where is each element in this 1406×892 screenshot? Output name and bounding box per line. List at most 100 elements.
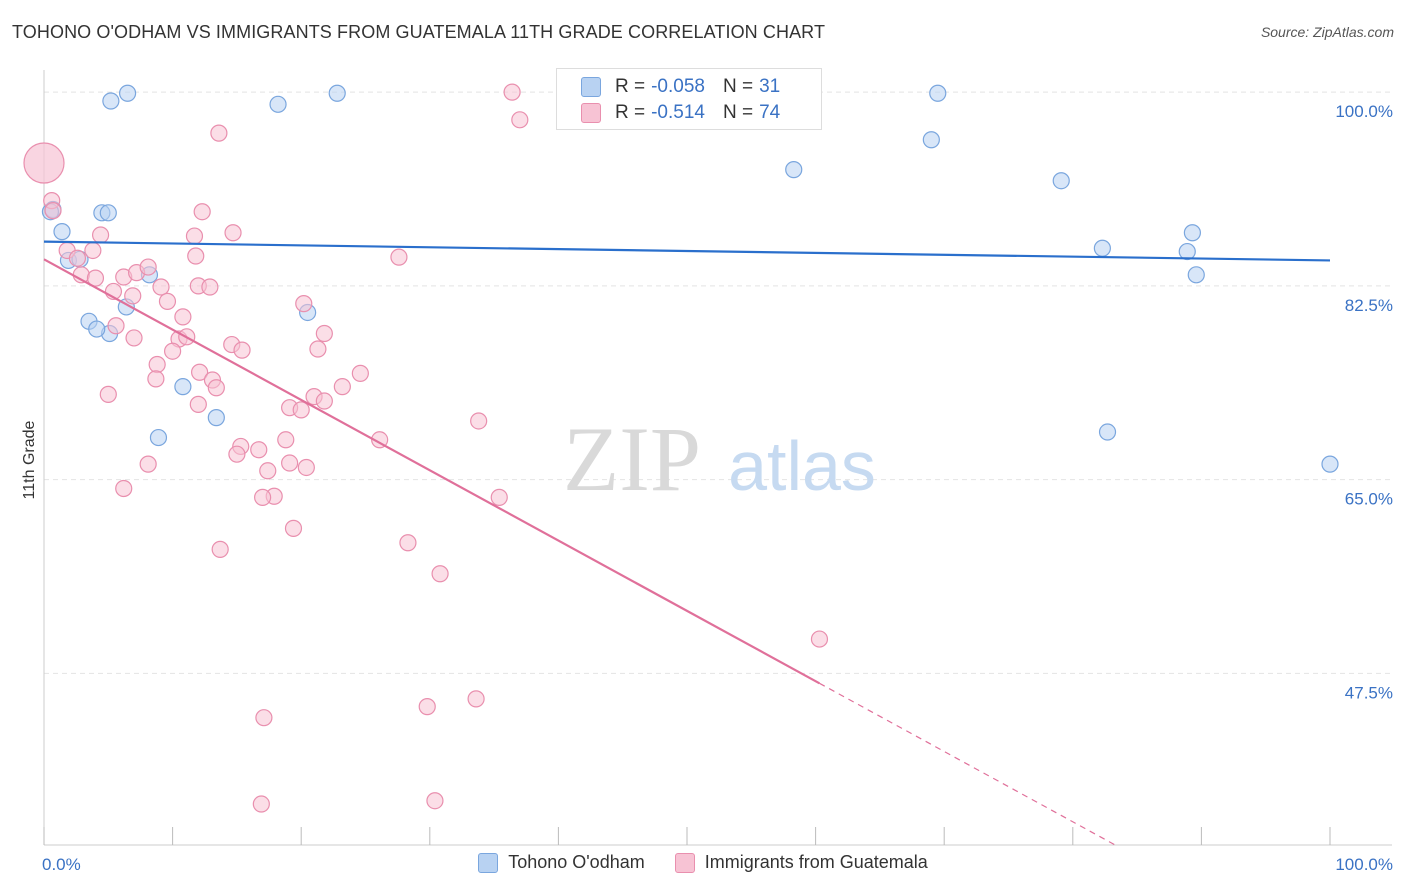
trend-line-tohono [43,240,1331,262]
point-guatemala [185,227,204,245]
point-guatemala [207,379,225,397]
source-credit: Source: ZipAtlas.com [1260,24,1394,40]
point-tohono [269,95,287,113]
point-guatemala [315,392,333,410]
point-guatemala [255,709,273,727]
point-guatemala [418,698,436,716]
legend-n-value: 31 [759,76,781,97]
point-guatemala [210,124,228,142]
legend-r-value: -0.058 [651,76,705,97]
point-guatemala [68,249,87,267]
chart-title: TOHONO O'ODHAM VS IMMIGRANTS FROM GUATEM… [12,22,826,42]
point-guatemala [470,412,488,430]
axes [43,70,1392,846]
point-guatemala [315,324,333,343]
y-tick-label: 65.0% [1345,490,1393,509]
point-guatemala [284,519,303,537]
point-guatemala [259,462,277,480]
point-tohono [207,409,225,427]
legend-r-value: -0.514 [651,102,705,123]
legend-r-label: R = [615,102,646,123]
point-guatemala [281,454,299,472]
y-tick-label: 100.0% [1335,102,1393,121]
point-tohono [1178,242,1196,261]
point-tohono [102,92,120,110]
legend-n-value: 74 [759,102,781,123]
point-guatemala [490,488,508,506]
point-guatemala [86,269,105,287]
point-guatemala [91,226,110,244]
point-guatemala [174,308,192,326]
point-tohono [1321,455,1339,473]
point-tohono [118,84,137,102]
point-guatemala [224,224,242,242]
point-guatemala [191,363,209,381]
y-tick-label: 47.5% [1345,683,1393,702]
point-guatemala [164,342,182,360]
point-tohono [88,320,106,338]
point-guatemala [139,455,157,473]
y-tick-label: 82.5% [1345,296,1393,315]
point-guatemala [297,458,315,477]
series-label-guatemala: Immigrants from Guatemala [704,852,928,872]
series-swatch-blue [478,852,499,873]
point-guatemala [292,401,310,419]
point-tohono [99,204,117,222]
point-guatemala [148,355,166,374]
point-tohono [1183,224,1201,242]
trend-lines [43,240,1331,846]
watermark-zip: ZIP [563,408,701,510]
point-guatemala [23,142,65,184]
point-guatemala [810,630,829,648]
point-guatemala [107,317,125,335]
point-guatemala [84,241,102,260]
point-guatemala [99,385,117,403]
point-tohono [328,84,346,102]
series-legend-guatemala[interactable]: Immigrants from Guatemala [674,852,928,873]
point-guatemala [189,395,207,413]
point-guatemala [426,792,444,810]
point-tohono [53,223,71,241]
point-guatemala [115,479,133,498]
tick-labels: 100.0% 82.5% 65.0% 47.5% 0.0% 100.0% [42,102,1393,874]
legend-row-tohono: R = -0.058 N = 31 [581,76,780,98]
point-guatemala [254,488,272,506]
point-guatemala [431,565,449,583]
point-guatemala [351,364,369,382]
point-tohono [922,131,940,149]
point-guatemala [333,378,351,396]
legend-n-label: N = [722,102,754,123]
point-guatemala [124,287,142,305]
x-tick-label: 0.0% [42,855,81,874]
point-guatemala [125,329,143,347]
series-legend-tohono[interactable]: Tohono O'odham [478,852,645,873]
trend-line-guatemala-extension [819,682,1116,846]
point-tohono [1052,172,1070,190]
point-guatemala [152,278,170,296]
gridlines [44,91,1392,674]
watermark-atlas: atlas [728,427,876,505]
point-guatemala [158,292,177,310]
legend-swatch-blue [581,77,601,97]
legend-r-label: R = [615,76,646,97]
point-guatemala [147,370,165,388]
legend-row-guatemala: R = -0.514 N = 74 [581,102,780,124]
point-tohono [785,161,803,179]
x-tick-label: 100.0% [1335,855,1393,874]
point-guatemala [250,441,268,459]
point-guatemala [201,278,219,296]
point-guatemala [503,83,521,101]
series-legend: Tohono O'odham Immigrants from Guatemala [0,852,1406,873]
point-guatemala [187,247,205,265]
point-guatemala [252,795,270,813]
legend-swatch-pink [581,103,601,123]
point-tohono [1098,423,1117,441]
point-tohono [1093,239,1111,257]
point-guatemala [233,341,251,359]
point-guatemala [295,295,313,313]
point-tohono [174,378,192,396]
point-guatemala [309,340,327,358]
point-guatemala [277,431,295,449]
point-tohono [149,428,168,447]
